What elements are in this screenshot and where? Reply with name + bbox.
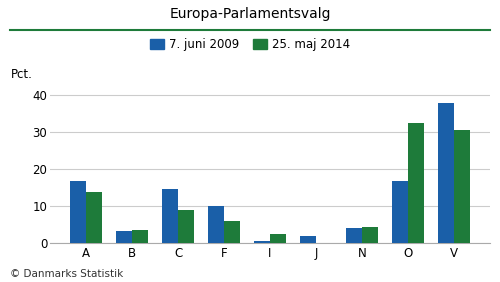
Text: © Danmarks Statistik: © Danmarks Statistik xyxy=(10,269,123,279)
Bar xyxy=(346,228,362,243)
Bar xyxy=(270,234,286,243)
Bar xyxy=(254,241,270,243)
Bar xyxy=(116,232,132,243)
Bar xyxy=(70,181,86,243)
Bar xyxy=(86,192,102,243)
Bar xyxy=(208,206,224,243)
Bar xyxy=(362,227,378,243)
Legend: 7. juni 2009, 25. maj 2014: 7. juni 2009, 25. maj 2014 xyxy=(150,38,350,51)
Bar xyxy=(300,236,316,243)
Bar xyxy=(408,123,424,243)
Text: Europa-Parlamentsvalg: Europa-Parlamentsvalg xyxy=(169,7,331,21)
Bar xyxy=(224,221,240,243)
Bar xyxy=(132,230,148,243)
Text: Pct.: Pct. xyxy=(10,68,32,81)
Bar xyxy=(162,189,178,243)
Bar xyxy=(454,130,470,243)
Bar xyxy=(438,103,454,243)
Bar xyxy=(392,181,408,243)
Bar xyxy=(178,210,194,243)
